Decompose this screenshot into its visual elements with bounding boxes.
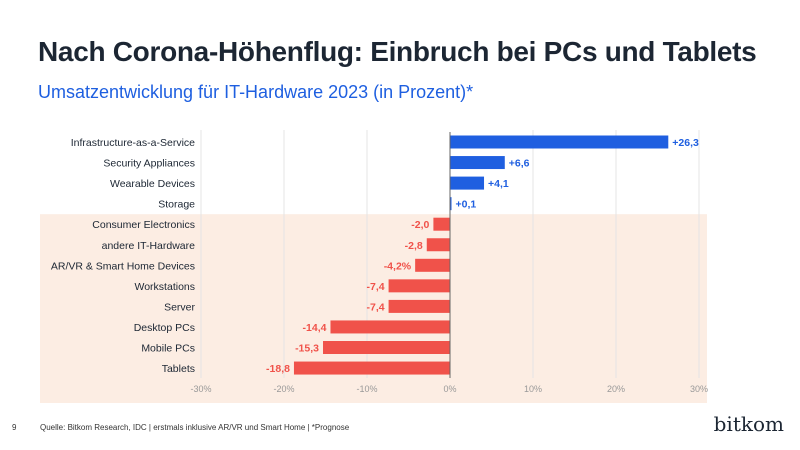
category-label: Mobile PCs: [141, 343, 195, 355]
category-label: Server: [164, 301, 195, 313]
x-tick-label: -20%: [273, 384, 294, 394]
data-label: +26,3: [672, 137, 699, 149]
category-label: AR/VR & Smart Home Devices: [51, 260, 195, 272]
category-label: Wearable Devices: [110, 178, 195, 190]
page-subtitle: Umsatzentwicklung für IT-Hardware 2023 (…: [38, 82, 474, 102]
category-label: Consumer Electronics: [92, 219, 195, 231]
bar: [323, 341, 450, 354]
page-number: 9: [12, 423, 17, 432]
source-note: Quelle: Bitkom Research, IDC | erstmals …: [40, 423, 350, 432]
x-tick-label: 30%: [690, 384, 708, 394]
x-tick-label: 20%: [607, 384, 625, 394]
x-tick-label: -30%: [190, 384, 211, 394]
bitkom-logo: bitkom: [713, 412, 784, 436]
bar: [426, 238, 450, 252]
category-label: andere IT-Hardware: [102, 240, 196, 252]
data-label: +6,6: [509, 158, 530, 170]
bar: [433, 217, 450, 231]
bar: [450, 156, 505, 170]
category-label: Workstations: [135, 281, 196, 293]
page-title: Nach Corona-Höhenflug: Einbruch bei PCs …: [38, 36, 757, 67]
data-label: -2,8: [405, 240, 423, 252]
category-label: Security Appliances: [103, 158, 195, 170]
x-tick-label: 0%: [443, 384, 456, 394]
category-label: Desktop PCs: [134, 322, 195, 334]
bar: [450, 176, 485, 190]
bar: [450, 197, 452, 211]
data-label: -18,8: [266, 363, 290, 375]
bar: [330, 320, 450, 334]
category-label: Infrastructure-as-a-Service: [71, 137, 195, 149]
x-tick-label: -10%: [356, 384, 377, 394]
x-tick-label: 10%: [524, 384, 542, 394]
bar: [388, 279, 450, 293]
bar: [388, 299, 450, 313]
bar: [415, 258, 450, 272]
category-label: Tablets: [162, 363, 195, 375]
data-label: -2,0: [411, 219, 429, 231]
data-label: -7,4: [366, 281, 384, 293]
data-label: +0,1: [456, 199, 477, 211]
data-label: +4,1: [488, 178, 509, 190]
data-label: -7,4: [366, 301, 384, 313]
data-label: -15,3: [295, 343, 319, 355]
data-label: -4,2%: [384, 260, 412, 272]
data-label: -14,4: [303, 322, 327, 334]
bar: [293, 361, 450, 375]
bar: [450, 135, 669, 149]
category-label: Storage: [158, 199, 195, 211]
